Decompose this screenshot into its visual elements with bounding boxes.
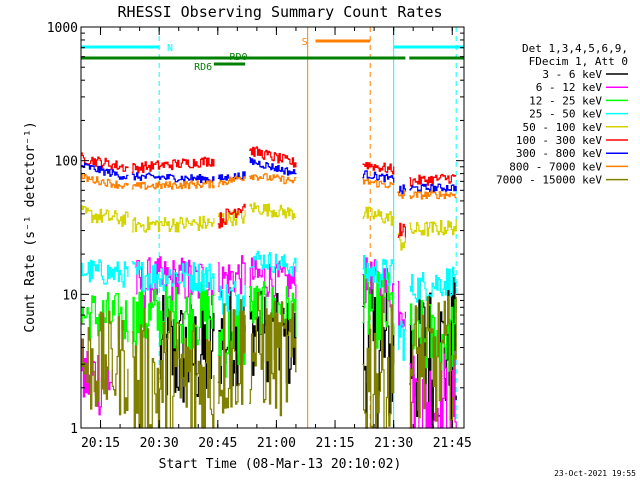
series-5-segment-0 — [81, 152, 129, 172]
series-3-segment-1 — [131, 260, 215, 293]
series-7-segment-2 — [217, 175, 246, 188]
x-tick-label-0: 20:15 — [81, 436, 120, 451]
series-4-segment-0 — [81, 205, 129, 228]
series-4-segment-1 — [131, 215, 215, 233]
series-4-segment-4 — [362, 206, 395, 226]
x-tick-label-5: 21:30 — [374, 436, 413, 451]
y-tick-label-2: 100 — [55, 155, 78, 170]
flag-label-rd0: RD0 — [230, 52, 248, 63]
series-5-segment-5 — [397, 222, 406, 238]
series-4 — [81, 202, 457, 251]
series-3 — [81, 250, 457, 361]
series-2-segment-3 — [249, 281, 297, 338]
series-7-segment-6 — [409, 190, 457, 200]
series-5-segment-2 — [217, 203, 246, 229]
legend-label-7: 800 - 7000 keV — [509, 160, 602, 173]
legend-label-8: 7000 - 15000 keV — [496, 174, 602, 187]
series-6-segment-6 — [409, 183, 457, 193]
series-5-segment-3 — [249, 146, 297, 168]
series-8-segment-4 — [362, 294, 395, 429]
legend-label-0: 3 - 6 keV — [542, 68, 602, 81]
flag-label-rd6: RD6 — [194, 62, 212, 73]
legend: Det 1,3,4,5,6,9,FDecim 1, Att 03 - 6 keV… — [496, 42, 628, 187]
x-tick-label-2: 20:45 — [198, 436, 237, 451]
series-2-segment-0 — [81, 292, 129, 343]
series-2-segment-1 — [131, 283, 215, 353]
x-tick-label-6: 21:45 — [433, 436, 472, 451]
series-8-segment-2 — [217, 299, 246, 414]
series-8-segment-3 — [249, 292, 297, 417]
x-tick-label-3: 21:00 — [257, 436, 296, 451]
series-3-segment-6 — [409, 266, 457, 303]
series-7-segment-3 — [249, 173, 297, 185]
series-4-segment-6 — [409, 219, 457, 237]
series-7-segment-4 — [362, 178, 395, 189]
plot-content: N S RD0 RD6 — [80, 27, 464, 429]
y-tick-label-1: 10 — [62, 288, 78, 303]
series-6 — [81, 157, 457, 195]
series-7 — [81, 173, 457, 200]
series-6-segment-1 — [131, 172, 215, 184]
series-3-segment-3 — [249, 250, 297, 277]
legend-header-0: Det 1,3,4,5,6,9, — [522, 42, 628, 55]
x-tick-label-4: 21:15 — [315, 436, 354, 451]
series-4-segment-5 — [397, 232, 406, 251]
series-2 — [81, 267, 457, 378]
plot-frame — [80, 26, 465, 429]
series-3-segment-4 — [362, 255, 395, 289]
series-1-segment-2 — [217, 255, 246, 298]
x-tick-label-1: 20:30 — [140, 436, 179, 451]
axes: 20:15 20:30 20:45 21:00 21:15 21:30 21:45 1 10 10… — [47, 21, 472, 451]
legend-label-4: 50 - 100 keV — [523, 121, 603, 134]
y-tick-label-0: 1 — [70, 422, 78, 437]
series-3-segment-0 — [81, 259, 129, 288]
series-5-segment-4 — [362, 162, 395, 175]
y-axis-label: Count Rate (s⁻¹ detector⁻¹) — [23, 121, 38, 332]
series-4-segment-3 — [249, 202, 296, 220]
chart-title: RHESSI Observing Summary Count Rates — [117, 3, 442, 21]
series-5-segment-6 — [409, 173, 457, 187]
series-6-segment-4 — [362, 170, 395, 183]
legend-label-1: 6 - 12 keV — [536, 81, 603, 94]
series-8-segment-5 — [409, 295, 457, 429]
series-3-segment-5 — [397, 318, 406, 361]
series-2-segment-4 — [362, 267, 395, 349]
legend-label-6: 300 - 800 keV — [516, 147, 602, 160]
series-6-segment-0 — [81, 162, 129, 180]
legend-label-2: 12 - 25 keV — [529, 94, 602, 107]
series-5-segment-1 — [131, 156, 215, 174]
flag-label-s: S — [302, 37, 308, 48]
series-8-segment-0 — [81, 310, 129, 416]
legend-header-1: FDecim 1, Att 0 — [529, 55, 628, 68]
y-tick-label-3: 1000 — [47, 21, 78, 36]
series-1-segment-3 — [249, 256, 297, 303]
legend-label-5: 100 - 300 keV — [516, 134, 602, 147]
series-6-segment-3 — [249, 157, 297, 176]
series-7-segment-0 — [81, 173, 129, 189]
series-7-segment-1 — [131, 179, 215, 190]
legend-label-3: 25 - 50 keV — [529, 108, 602, 121]
flag-label-n: N — [167, 43, 173, 54]
footer-date: 23-Oct-2021 19:55 — [554, 469, 636, 478]
x-axis-label: Start Time (08-Mar-13 20:10:02) — [159, 457, 402, 472]
series-7-segment-5 — [397, 190, 406, 199]
